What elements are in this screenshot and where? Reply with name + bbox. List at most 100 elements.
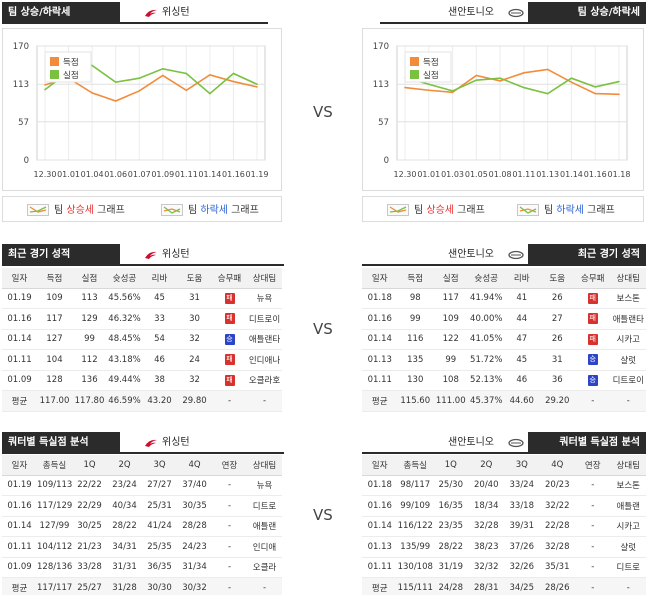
team-name-right: 샌안토니오 <box>448 249 494 260</box>
table-cell: 26 <box>539 329 575 350</box>
data-point <box>523 86 525 89</box>
loss-badge: 패 <box>587 292 598 304</box>
table-cell: 40.00% <box>468 308 504 330</box>
quarter-header-right: 샌안토니오 쿼터별 득실점 분석 <box>362 432 646 454</box>
table-cell: 40/34 <box>107 495 142 517</box>
table-cell: 99 <box>72 329 107 350</box>
y-tick-label: 57 <box>18 118 29 128</box>
table-cell: 패 <box>575 308 611 330</box>
table-cell: 45.56% <box>107 288 142 309</box>
series-line-conceded <box>404 76 620 95</box>
table-row: 01.11 130/108 31/19 32/32 32/26 35/31- 디트로 <box>362 557 646 578</box>
column-header: 슛성공 <box>468 268 504 289</box>
column-header: 슛성공 <box>107 268 142 289</box>
table-cell: 25/31 <box>142 495 177 517</box>
table-cell: 패 <box>212 308 247 330</box>
table-cell: 30/30 <box>142 577 177 595</box>
header-underline <box>362 264 646 266</box>
table-cell: 뉴욕 <box>247 475 282 496</box>
table-cell: 보스톤 <box>610 288 646 309</box>
table-cell: 41.94% <box>468 288 504 309</box>
table-cell: 01.09 <box>2 370 37 391</box>
quarter-header-tab: 쿼터별 득실점 분석 <box>528 432 646 454</box>
x-tick-label: 01.18 <box>608 170 631 179</box>
table-cell: 135 <box>397 349 433 371</box>
x-tick-label: 01.14 <box>198 170 221 179</box>
data-point <box>475 74 478 77</box>
table-cell: 34/25 <box>504 577 540 595</box>
table-cell: 109/113 <box>37 475 72 496</box>
table-cell: 31/31 <box>107 557 142 578</box>
table-cell: - <box>247 390 282 412</box>
column-header: 실점 <box>72 268 107 289</box>
table-cell: 01.13 <box>362 536 398 558</box>
trend-header-tab: 팀 상승/하락세 <box>2 2 120 24</box>
column-header: 일자 <box>2 268 37 289</box>
column-header: 일자 <box>362 268 398 289</box>
x-tick-label: 01.11 <box>175 170 198 179</box>
table-cell: 41/24 <box>142 516 177 537</box>
table-cell: 44.60 <box>504 390 540 412</box>
legend-down: 팀 하락세 그래프 <box>161 204 259 216</box>
x-tick-label: 01.04 <box>81 170 104 179</box>
table-row: 01.14 116/122 23/35 32/28 39/31 22/28- 시카고 <box>362 516 646 537</box>
data-point <box>475 79 478 81</box>
quarter-header-tab: 쿼터별 득실점 분석 <box>2 432 120 454</box>
table-cell: 25/27 <box>72 577 107 595</box>
y-tick-label: 170 <box>13 42 29 52</box>
table-cell: 136 <box>72 370 107 391</box>
recent-header-tab: 최근 경기 성적 <box>2 244 120 266</box>
table-cell: 46.59% <box>107 390 142 412</box>
table-cell: 20/40 <box>468 475 504 496</box>
wizards-logo-icon <box>145 439 157 447</box>
table-cell: 117 <box>37 308 72 330</box>
table-cell: 애틀랜타 <box>610 308 646 330</box>
table-cell: 129 <box>72 308 107 330</box>
legend-down-prefix: 팀 <box>544 205 557 216</box>
table-cell: 38/23 <box>468 536 504 558</box>
table-row: 01.13 135 99 51.72% 45 31 승 샬럿 <box>362 349 646 371</box>
table-cell: 135/99 <box>397 536 433 558</box>
legend-label: 득점 <box>63 57 79 68</box>
table-cell: 디트로 <box>610 557 646 578</box>
table-cell: 33 <box>142 308 177 330</box>
x-tick-label: 01.01 <box>417 170 440 179</box>
table-row: 01.16 99/109 16/35 18/34 33/18 32/22- 애틀랜 <box>362 495 646 517</box>
table-row: 01.18 98 117 41.94% 41 26 패 보스톤 <box>362 288 646 309</box>
table-cell: 54 <box>142 329 177 350</box>
table-cell: - <box>212 495 247 517</box>
legend-up: 팀 상승세 그래프 <box>27 204 125 216</box>
table-cell: 뉴욕 <box>247 288 282 309</box>
legend-up-word: 상승세 <box>66 205 94 216</box>
data-point <box>499 77 501 79</box>
table-cell: 28/22 <box>433 536 469 558</box>
legend-down-word: 하락세 <box>200 205 228 216</box>
table-cell: 108 <box>433 370 469 391</box>
legend-up-word: 상승세 <box>426 205 454 216</box>
table-cell: 평균 <box>2 577 37 595</box>
table-row: 01.09 128/136 33/28 31/31 36/35 31/34- 오클라 <box>2 557 282 578</box>
table-cell: 28/26 <box>539 577 575 595</box>
table-cell: 31/28 <box>107 577 142 595</box>
table-cell: 평균 <box>362 577 398 595</box>
table-cell: 28/28 <box>177 516 212 537</box>
table-row: 01.09 128 136 49.44% 38 32 패 오클라호 <box>2 370 282 391</box>
table-cell: 127/99 <box>37 516 72 537</box>
data-point <box>185 72 188 75</box>
trend-chart-left: 0 57 113 170 12.30 01.01 01.04 01.06 01.07 01.09 0… <box>2 28 282 191</box>
table-cell: 시카고 <box>610 516 646 537</box>
recent-header-tab: 최근 경기 성적 <box>528 244 646 266</box>
vs-label: VS <box>313 320 333 338</box>
loss-badge: 패 <box>224 313 235 325</box>
table-cell: 01.11 <box>362 370 398 391</box>
table-cell: 33/24 <box>504 475 540 496</box>
header-underline <box>2 452 284 454</box>
data-point <box>427 83 430 86</box>
legend-swatch <box>410 57 419 66</box>
y-tick-label: 113 <box>13 80 29 90</box>
table-cell: 104 <box>37 349 72 371</box>
table-cell: - <box>610 390 646 412</box>
table-cell: 29.20 <box>539 390 575 412</box>
data-point <box>594 86 597 88</box>
table-cell: - <box>212 536 247 558</box>
